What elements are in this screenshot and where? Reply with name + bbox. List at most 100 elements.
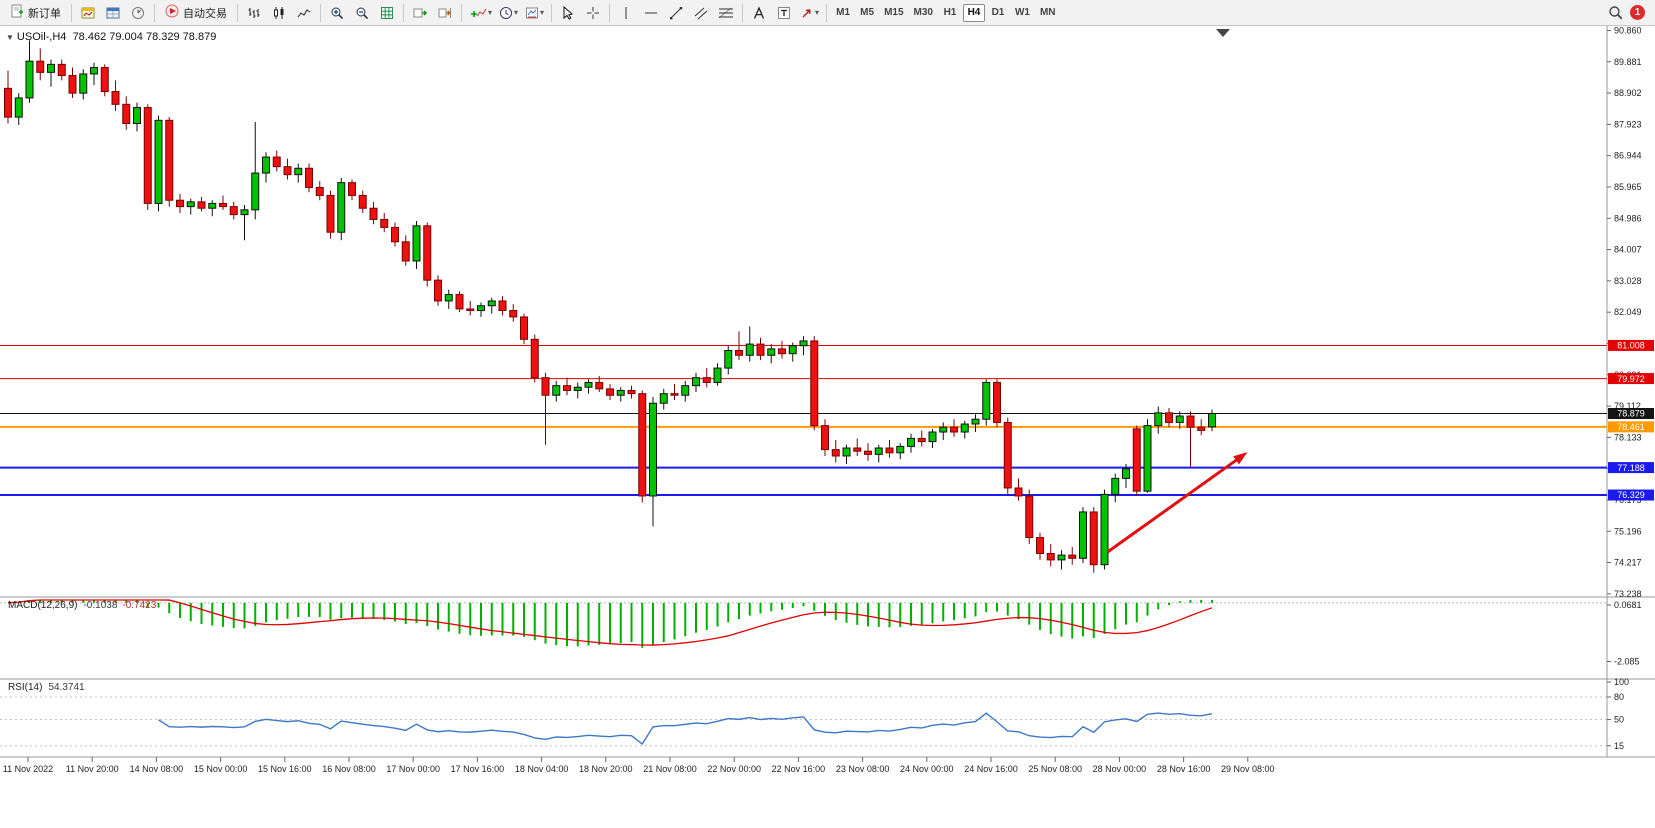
new-order-icon: [10, 4, 24, 21]
bar-chart-icon[interactable]: [242, 2, 266, 24]
collapse-triangle-icon[interactable]: ▼: [6, 33, 14, 42]
timeframe-group: M1 M5 M15 M30 H1 H4 D1 W1 MN: [831, 3, 1060, 22]
text-icon[interactable]: [747, 2, 771, 24]
svg-text:86.944: 86.944: [1614, 151, 1642, 161]
rsi-value: 54.3741: [48, 682, 85, 693]
navigator-icon[interactable]: [126, 2, 150, 24]
notification-badge[interactable]: 1: [1630, 5, 1645, 20]
grid-icon[interactable]: [375, 2, 399, 24]
timeframe-m1[interactable]: M1: [832, 4, 854, 22]
auto-trading-button[interactable]: 自动交易: [159, 2, 233, 24]
separator-macd-rsi[interactable]: [0, 676, 1655, 682]
horizontal-line-icon[interactable]: [639, 2, 663, 24]
chevron-down-icon: ▾: [540, 8, 545, 17]
zoom-out-icon[interactable]: [350, 2, 374, 24]
svg-text:90.860: 90.860: [1614, 25, 1642, 35]
svg-text:100: 100: [1614, 677, 1629, 687]
svg-text:85.965: 85.965: [1614, 182, 1642, 192]
timeframe-d1[interactable]: D1: [987, 4, 1009, 22]
timeframe-m15[interactable]: M15: [880, 4, 907, 22]
svg-text:18 Nov 04:00: 18 Nov 04:00: [515, 764, 569, 774]
timeframe-h4[interactable]: H4: [962, 3, 985, 22]
svg-text:82.049: 82.049: [1614, 307, 1642, 317]
auto-scroll-icon[interactable]: [408, 2, 432, 24]
new-order-button[interactable]: 新订单: [4, 2, 67, 24]
candlestick-chart-icon[interactable]: [267, 2, 291, 24]
fibonacci-icon[interactable]: [714, 2, 738, 24]
svg-text:78.879: 78.879: [1617, 409, 1645, 419]
svg-text:79.972: 79.972: [1617, 374, 1645, 384]
toolbar-separator: [551, 3, 553, 22]
crosshair-icon[interactable]: [581, 2, 605, 24]
arrows-tool-icon[interactable]: ▾: [797, 2, 822, 24]
svg-text:81.008: 81.008: [1617, 341, 1645, 351]
channel-icon[interactable]: [689, 2, 713, 24]
svg-text:17 Nov 16:00: 17 Nov 16:00: [451, 764, 505, 774]
svg-text:22 Nov 16:00: 22 Nov 16:00: [772, 764, 826, 774]
line-chart-icon[interactable]: [292, 2, 316, 24]
svg-text:-2.085: -2.085: [1614, 657, 1640, 667]
vertical-line-icon[interactable]: [614, 2, 638, 24]
search-icon[interactable]: [1603, 2, 1627, 24]
chevron-down-icon: ▾: [514, 8, 519, 17]
toolbar-separator: [237, 3, 238, 22]
timeframe-m5[interactable]: M5: [856, 4, 878, 22]
svg-text:17 Nov 00:00: 17 Nov 00:00: [386, 764, 440, 774]
new-chart-icon[interactable]: [76, 2, 100, 24]
svg-text:87.923: 87.923: [1614, 119, 1642, 129]
ohlc-values: 78.462 79.004 78.329 78.879: [72, 31, 217, 43]
svg-text:22 Nov 00:00: 22 Nov 00:00: [707, 764, 761, 774]
toolbar-separator: [320, 3, 321, 22]
indicators-icon[interactable]: ▾: [466, 2, 495, 24]
toolbar-separator: [403, 3, 404, 22]
svg-text:78.133: 78.133: [1614, 432, 1642, 442]
svg-text:79.112: 79.112: [1614, 401, 1641, 411]
svg-text:28 Nov 00:00: 28 Nov 00:00: [1093, 764, 1147, 774]
text-label-icon[interactable]: [772, 2, 796, 24]
chevron-down-icon: ▾: [815, 8, 820, 17]
periods-icon[interactable]: ▾: [496, 2, 521, 24]
svg-text:88.902: 88.902: [1614, 88, 1642, 98]
svg-text:73.238: 73.238: [1614, 589, 1642, 599]
chevron-down-icon: ▾: [488, 8, 493, 17]
macd-name: MACD(12,26,9): [8, 600, 78, 611]
cursor-icon[interactable]: [556, 2, 580, 24]
timeframe-m30[interactable]: M30: [910, 4, 937, 22]
svg-text:76.329: 76.329: [1617, 490, 1645, 500]
svg-text:29 Nov 08:00: 29 Nov 08:00: [1221, 764, 1275, 774]
timeframe-h1[interactable]: H1: [939, 4, 961, 22]
toolbar: 新订单 自动交易 ▾ ▾ ▾: [0, 0, 1655, 26]
svg-text:11 Nov 20:00: 11 Nov 20:00: [66, 764, 119, 774]
svg-text:50: 50: [1614, 715, 1624, 725]
svg-text:80: 80: [1614, 692, 1624, 702]
symbol-period-label: USOil-,H4: [16, 31, 67, 43]
macd-main-value: -0.1038: [83, 600, 118, 611]
market-watch-icon[interactable]: [101, 2, 125, 24]
svg-text:23 Nov 08:00: 23 Nov 08:00: [836, 764, 890, 774]
svg-text:24 Nov 00:00: 24 Nov 00:00: [900, 764, 954, 774]
svg-text:78.461: 78.461: [1617, 422, 1645, 432]
time-scale[interactable]: [0, 757, 1607, 780]
svg-text:15 Nov 16:00: 15 Nov 16:00: [258, 764, 312, 774]
toolbar-separator: [742, 3, 744, 22]
macd-signal-value: -0.7423: [122, 600, 157, 611]
svg-text:75.196: 75.196: [1614, 526, 1642, 536]
trendline-icon[interactable]: [664, 2, 688, 24]
svg-text:84.986: 84.986: [1614, 213, 1642, 223]
chart-shift-icon[interactable]: [433, 2, 457, 24]
svg-text:89.881: 89.881: [1614, 57, 1642, 67]
svg-text:74.217: 74.217: [1614, 558, 1642, 568]
svg-text:0.0681: 0.0681: [1614, 600, 1642, 610]
separator-main-macd[interactable]: [0, 594, 1655, 600]
price-scale[interactable]: [1607, 26, 1655, 757]
auto-trading-icon: [165, 4, 179, 21]
timeframe-w1[interactable]: W1: [1011, 4, 1034, 22]
templates-icon[interactable]: ▾: [522, 2, 547, 24]
zoom-in-icon[interactable]: [325, 2, 349, 24]
toolbar-separator: [154, 3, 155, 22]
rsi-name: RSI(14): [8, 682, 43, 693]
chart-title: ▼ USOil-,H4 78.462 79.004 78.329 78.879: [6, 31, 216, 43]
timeframe-mn[interactable]: MN: [1036, 4, 1060, 22]
